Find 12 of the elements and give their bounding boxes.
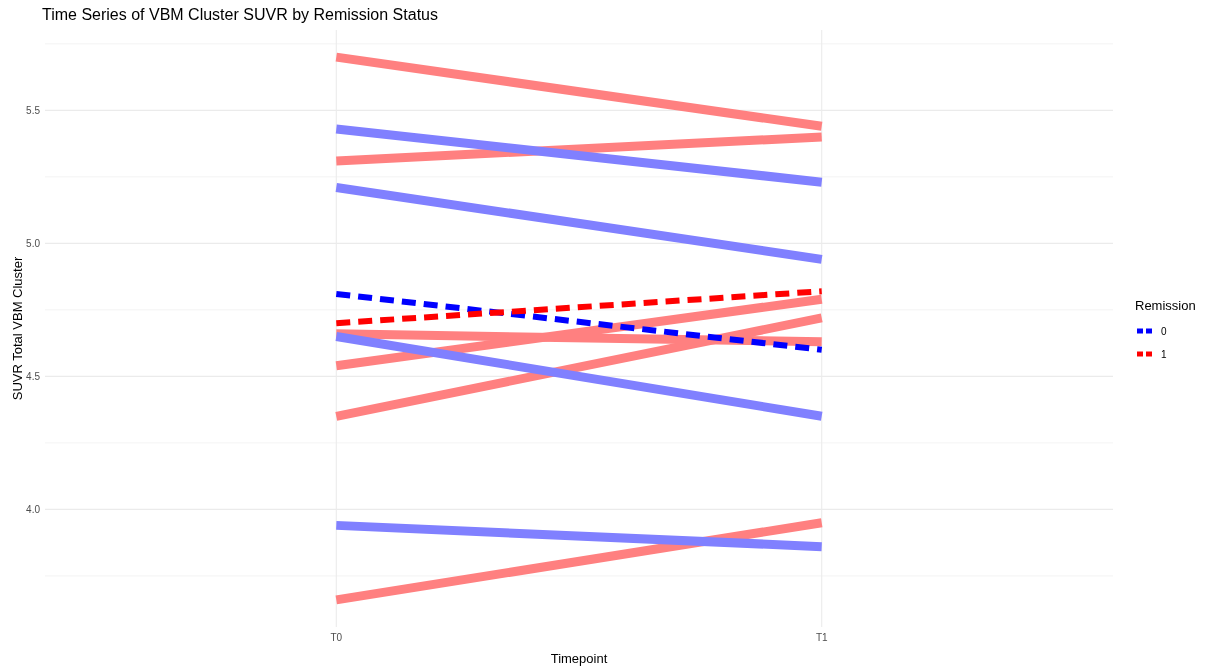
x-tick-label: T0 (330, 632, 343, 643)
chart-title: Time Series of VBM Cluster SUVR by Remission Status (42, 6, 438, 23)
y-tick-label: 4.5 (26, 370, 41, 382)
x-axis-title: Timepoint (550, 651, 608, 666)
x-tick-label: T1 (815, 632, 828, 643)
legend-label: 1 (1161, 348, 1167, 360)
legend-label: 0 (1161, 325, 1167, 337)
y-tick-label: 4.0 (26, 503, 41, 515)
y-tick-label: 5.0 (26, 237, 41, 249)
y-axis-title: SUVR Total VBM Cluster (10, 256, 25, 401)
y-tick-label: 5.5 (26, 104, 41, 116)
legend-title: Remission (1135, 298, 1196, 313)
